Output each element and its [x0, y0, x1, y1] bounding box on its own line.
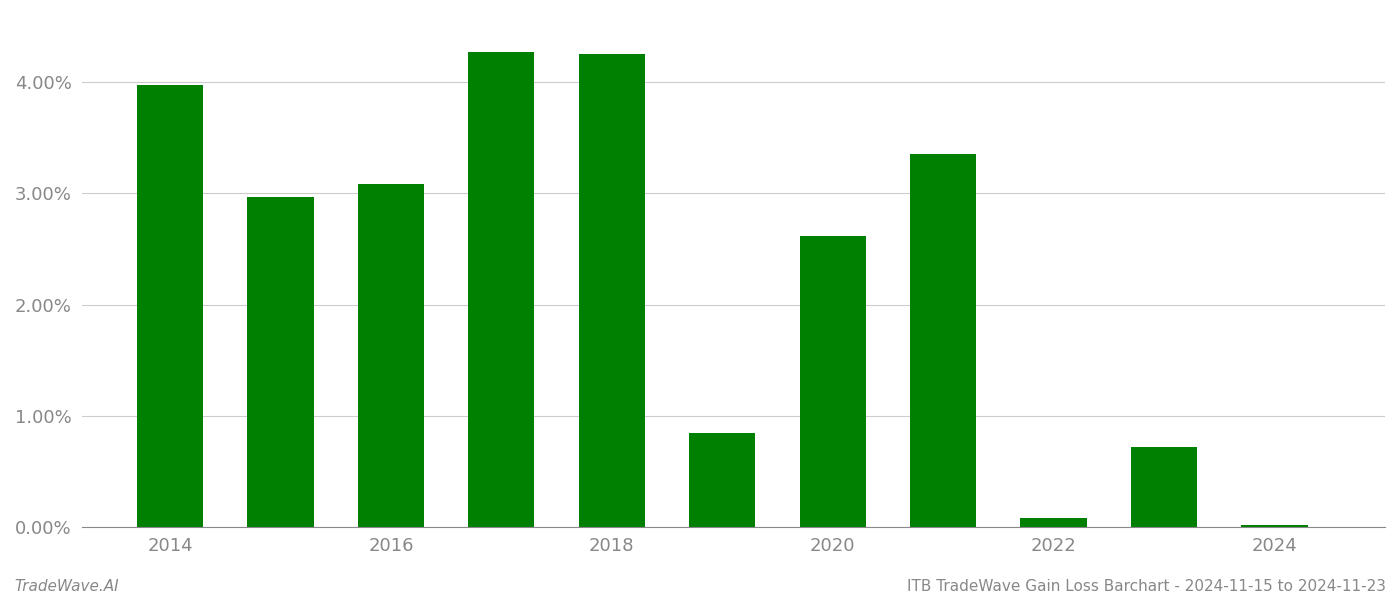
- Text: TradeWave.AI: TradeWave.AI: [14, 579, 119, 594]
- Text: ITB TradeWave Gain Loss Barchart - 2024-11-15 to 2024-11-23: ITB TradeWave Gain Loss Barchart - 2024-…: [907, 579, 1386, 594]
- Bar: [1131, 447, 1197, 527]
- Bar: [1242, 525, 1308, 527]
- Bar: [910, 154, 976, 527]
- Bar: [689, 433, 756, 527]
- Bar: [358, 184, 424, 527]
- Bar: [248, 197, 314, 527]
- Bar: [1021, 518, 1086, 527]
- Bar: [578, 54, 645, 527]
- Bar: [468, 52, 535, 527]
- Bar: [137, 85, 203, 527]
- Bar: [799, 236, 865, 527]
